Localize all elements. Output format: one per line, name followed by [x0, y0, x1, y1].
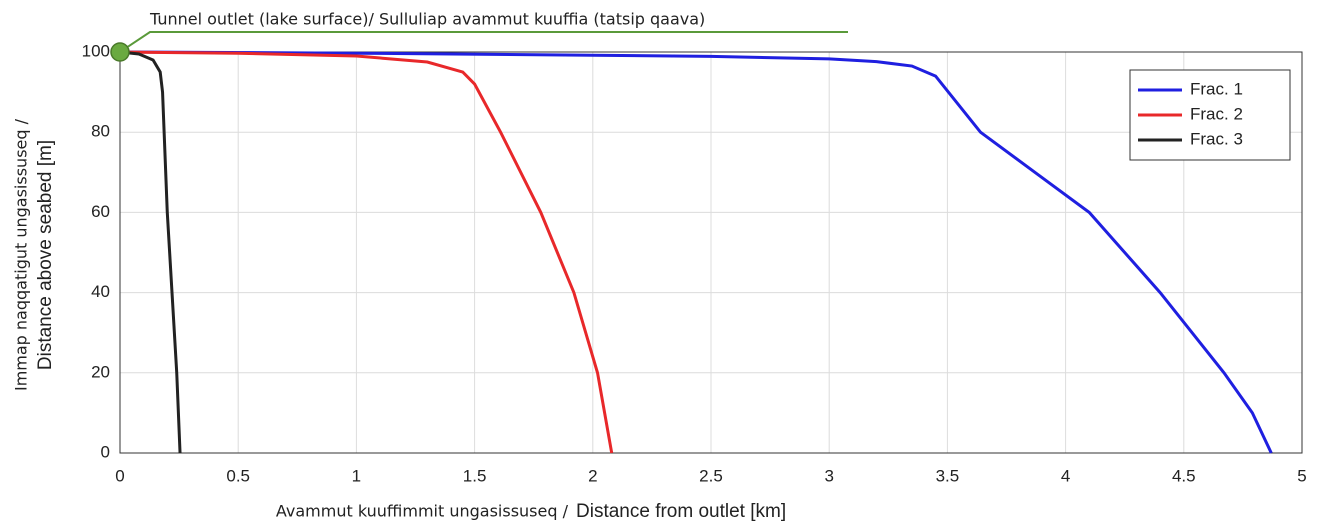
legend-label: Frac. 3	[1190, 129, 1243, 148]
x-axis-label: Distance from outlet [km]	[576, 501, 786, 522]
annotation-text: Tunnel outlet (lake surface)/ Sulluliap …	[149, 10, 705, 29]
y-tick-label: 80	[91, 122, 110, 141]
x-tick-label: 2	[588, 466, 597, 485]
x-tick-label: 3	[824, 466, 833, 485]
x-tick-label: 0.5	[226, 466, 250, 485]
annotation-marker	[110, 42, 130, 62]
data-line	[119, 50, 182, 454]
x-tick-label: 4.5	[1172, 466, 1196, 485]
legend-label: Frac. 1	[1190, 79, 1243, 98]
x-tick-label: 4	[1061, 466, 1070, 485]
x-tick-label: 2.5	[699, 466, 723, 485]
x-tick-label: 1.5	[463, 466, 487, 485]
y-axis-label: Immap naqqatigut ungasissuseq /	[12, 118, 31, 391]
y-axis-label: Distance above seabed [m]	[35, 140, 56, 370]
y-tick-label: 100	[82, 41, 110, 60]
x-tick-label: 5	[1297, 466, 1306, 485]
y-tick-label: 0	[101, 442, 110, 461]
data-line	[119, 50, 1273, 454]
x-tick-label: 1	[352, 466, 361, 485]
x-axis-label: Avammut kuuffimmit ungasissuseq /	[276, 502, 569, 521]
y-tick-label: 40	[91, 282, 110, 301]
annotation-leader	[119, 31, 848, 53]
x-tick-label: 3.5	[936, 466, 960, 485]
legend-label: Frac. 2	[1190, 104, 1243, 123]
plot-frame	[119, 51, 1303, 454]
y-tick-label: 60	[91, 202, 110, 221]
data-line	[119, 50, 614, 454]
y-tick-label: 20	[91, 362, 110, 381]
x-tick-label: 0	[115, 466, 124, 485]
